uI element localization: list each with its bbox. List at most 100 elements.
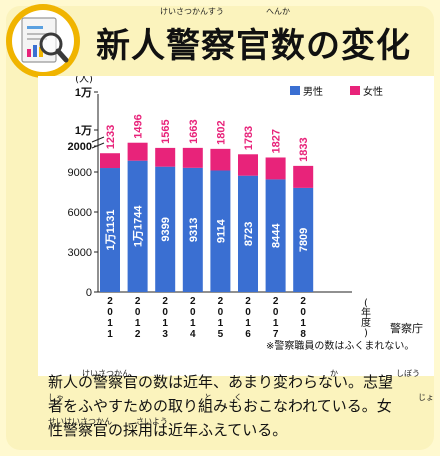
chart-panel: 0 3000 6000 9000 2000 1万 1万 (人) 男性 女性 1233 1万1131 2 0…: [38, 76, 434, 376]
x-tick-label: 1: [218, 318, 224, 329]
x-axis-unit: 年: [361, 306, 371, 319]
x-tick-label: 2: [107, 296, 113, 307]
body-ruby: けいさつかん: [82, 369, 130, 378]
body-ruby: せいけいさつかん: [48, 417, 112, 426]
bar-male: [127, 160, 148, 292]
legend-swatch: [350, 86, 360, 95]
x-tick-label: 5: [218, 329, 224, 340]
x-tick-label: 1: [162, 318, 168, 329]
y-tick-label: 1万: [75, 86, 92, 99]
bar-male: [182, 167, 203, 292]
x-tick-label: 1: [107, 329, 113, 340]
body-ruby: く: [234, 393, 242, 402]
body-ruby: じょ: [418, 393, 434, 402]
data-label-male: 9399: [160, 217, 172, 241]
x-tick-label: 4: [190, 329, 196, 340]
x-tick-label: 6: [245, 329, 251, 340]
x-tick-label: 1: [300, 318, 306, 329]
data-label-male: 9313: [188, 218, 200, 242]
body-ruby: さいよう: [136, 417, 168, 426]
title-ruby: けいさつかんすう: [160, 7, 224, 16]
x-tick-label: 7: [273, 329, 279, 340]
x-tick-label: 1: [245, 318, 251, 329]
x-tick-label: 2: [245, 296, 251, 307]
x-tick-label: 2: [190, 296, 196, 307]
x-tick-label: 2: [300, 296, 306, 307]
bar-male: [210, 170, 231, 292]
body-line: 性警察官の採用は近年ふえている。: [48, 421, 288, 439]
y-tick-label: 1万: [75, 124, 92, 137]
bar-male: [293, 187, 314, 292]
data-label-male: 1万1131: [104, 210, 117, 251]
data-label-female: 1783: [243, 126, 255, 150]
x-tick-label: 0: [162, 307, 168, 318]
data-label-male: 8723: [243, 222, 255, 246]
legend-swatch: [290, 86, 300, 95]
x-tick-label: 1: [107, 318, 113, 329]
footnote: ※警察職員の数はふくまれない。: [266, 341, 415, 352]
bar-female: [127, 142, 148, 161]
data-label-male: 1万1744: [132, 205, 145, 247]
bar-female: [265, 157, 286, 180]
x-tick-label: 2: [273, 296, 279, 307]
x-tick-label: 0: [107, 307, 113, 318]
bar-male: [238, 175, 258, 292]
x-tick-label: 1: [135, 318, 141, 329]
y-axis-unit: (人): [75, 76, 93, 85]
data-label-male: 8444: [271, 223, 283, 248]
x-tick-label: 2: [162, 296, 168, 307]
x-axis-unit: ): [364, 328, 368, 339]
legend-label: 女性: [363, 85, 383, 98]
body-line: 者をふやすための取り組みもおこなわれている。女: [48, 397, 392, 415]
x-tick-label: 0: [245, 307, 251, 318]
x-tick-label: 8: [300, 329, 306, 340]
data-label-female: 1496: [133, 114, 145, 138]
bar-female: [182, 147, 203, 168]
y-tick-label: 2000: [68, 141, 92, 153]
bar-male: [265, 179, 286, 292]
bar-male: [155, 166, 176, 292]
data-label-male: 7809: [298, 228, 310, 252]
x-axis-unit: (: [364, 298, 368, 309]
body-ruby: しぼう: [396, 369, 420, 378]
body-line: 新人の警察官の数は近年、あまり変わらない。志望: [48, 373, 394, 391]
x-tick-label: 0: [300, 307, 306, 318]
bar-female: [293, 165, 314, 188]
data-label-female: 1565: [160, 119, 172, 143]
body-ruby: か: [330, 369, 338, 378]
x-tick-label: 1: [190, 318, 196, 329]
magnifier-document-icon: [6, 4, 80, 78]
y-tick-label: 6000: [68, 207, 92, 219]
bar-female: [155, 147, 176, 167]
data-label-female: 1663: [188, 119, 200, 143]
title-ruby: へんか: [266, 7, 290, 16]
bar-female: [238, 154, 258, 176]
data-label-male: 9114: [215, 218, 227, 243]
x-tick-label: 2: [135, 296, 141, 307]
y-tick-label: 3000: [68, 247, 92, 259]
y-tick-label: 9000: [68, 167, 92, 179]
x-tick-label: 0: [190, 307, 196, 318]
x-tick-label: 0: [135, 307, 141, 318]
x-axis-unit: 度: [361, 316, 371, 329]
source-credit: 警察庁: [390, 322, 423, 335]
y-tick-label: 0: [86, 287, 92, 299]
body-ruby: しゃ: [48, 393, 64, 402]
page-title: 新人警察官数の変化: [96, 26, 411, 66]
axis-break-mark: [91, 136, 105, 149]
x-tick-label: 0: [273, 307, 279, 318]
data-label-female: 1233: [105, 125, 117, 149]
bar-male: [100, 168, 120, 292]
data-label-female: 1827: [271, 129, 283, 153]
bar-female: [100, 153, 120, 169]
legend-label: 男性: [303, 85, 323, 98]
data-label-female: 1833: [298, 137, 310, 161]
bar-female: [210, 148, 231, 171]
x-tick-label: 2: [218, 296, 224, 307]
data-label-female: 1802: [215, 120, 227, 144]
x-tick-label: 1: [273, 318, 279, 329]
x-tick-label: 3: [162, 329, 168, 340]
x-tick-label: 2: [135, 329, 141, 340]
